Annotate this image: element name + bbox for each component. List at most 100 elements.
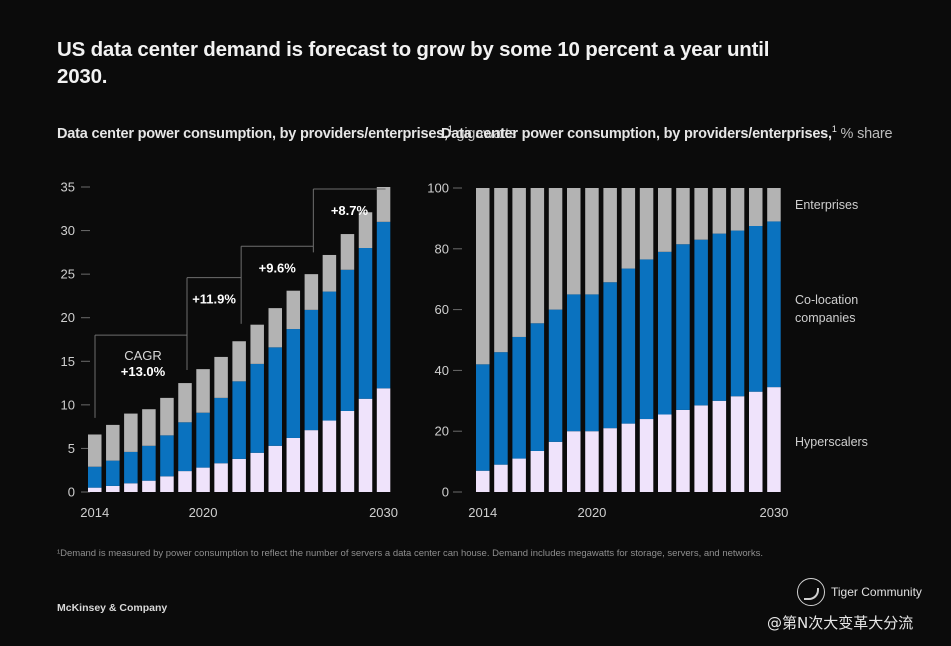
bar-segment-hyperscalers [639,419,654,492]
bar-segment-enterprises [268,308,282,348]
bar-segment-colocation [232,381,246,459]
y-tick-label: 25 [61,267,75,282]
bar-segment-enterprises [548,188,563,310]
legend-label-colocation: companies [795,311,855,325]
bar-segment-hyperscalers [767,387,781,492]
cagr-value: +13.0% [121,364,166,379]
bar-segment-colocation [603,282,617,429]
bar-segment-colocation [214,397,228,464]
bar-segment-enterprises [340,234,355,270]
bar-segment-hyperscalers [530,450,545,492]
bar-segment-enterprises [749,188,763,226]
x-tick-label: 2030 [759,505,788,520]
bar-segment-colocation [250,363,264,453]
y-tick-label: 5 [68,441,75,456]
bar-segment-enterprises [603,188,617,283]
bar-segment-hyperscalers [694,405,708,492]
bar-segment-hyperscalers [160,476,174,492]
y-tick-label: 20 [61,310,75,325]
bar-segment-enterprises [196,369,210,413]
bar-segment-enterprises [639,188,654,260]
bar-segment-hyperscalers [304,430,319,492]
bar-segment-enterprises [585,188,599,295]
bar-segment-hyperscalers [494,464,508,492]
bar-segment-colocation [621,268,636,424]
tiger-logo-icon [797,578,825,606]
bar-segment-colocation [530,323,545,451]
bar-segment-colocation [639,259,654,420]
y-tick-label: 15 [61,354,75,369]
bar-segment-enterprises [712,188,727,234]
x-tick-label: 2020 [577,505,606,520]
bar-segment-enterprises [567,188,581,295]
bar-segment-hyperscalers [658,414,672,492]
y-tick-label: 80 [435,241,449,256]
bar-segment-hyperscalers [512,458,526,492]
bar-segment-enterprises [730,188,745,231]
bar-segment-hyperscalers [232,458,246,492]
bar-segment-enterprises [376,187,391,222]
bar-segment-hyperscalers [88,487,102,492]
bar-segment-enterprises [694,188,708,240]
bar-segment-hyperscalers [603,428,617,492]
right-chart-share: 0 20 40 60 80 100 2014 2020 2030 Enterprises Co-lo… [427,181,868,521]
x-tick-label: 2014 [80,505,109,520]
cagr-label: CAGR [124,348,162,363]
y-tick-label: 40 [435,363,449,378]
bar-segment-colocation [749,226,763,392]
bar-segment-enterprises [304,274,319,310]
bar-segment-enterprises [676,188,690,245]
x-tick-label: 2020 [189,505,218,520]
bar-segment-hyperscalers [476,470,490,492]
bar-segment-enterprises [160,397,174,436]
legend-label-enterprises: Enterprises [795,198,858,212]
bar-segment-enterprises [494,188,508,353]
y-tick-label: 10 [61,397,75,412]
bar-segment-colocation [376,221,391,389]
bar-segment-colocation [676,244,690,410]
bar-segment-hyperscalers [268,445,282,492]
bar-segment-hyperscalers [621,423,636,492]
cagr-value: +11.9% [192,292,236,307]
left-chart-unit: gigawatts [456,125,517,142]
y-tick-label: 30 [61,223,75,238]
bar-segment-colocation [730,230,745,397]
bar-segment-hyperscalers [376,388,391,492]
bar-segment-enterprises [178,383,192,423]
bar-segment-hyperscalers [106,485,120,492]
cagr-value: +9.6% [259,260,297,275]
bar-segment-colocation [124,451,138,484]
bar-segment-hyperscalers [749,391,763,492]
bar-segment-hyperscalers [178,471,192,492]
watermark: Tiger Community [797,577,922,607]
left-chart-title-main: Data center power consumption, by provid… [57,125,448,142]
brand-logo-text: McKinsey & Company [57,602,168,614]
bar-segment-hyperscalers [250,452,264,492]
bar-segment-colocation [658,251,672,415]
bar-segment-colocation [160,435,174,477]
bar-segment-hyperscalers [322,420,337,492]
bar-segment-enterprises [214,356,228,398]
bar-segment-colocation [567,294,581,432]
bar-segment-colocation [548,309,563,442]
bar-segment-colocation [585,294,599,432]
bar-segment-hyperscalers [567,431,581,492]
legend-label-colocation: Co-location [795,293,858,307]
bar-segment-colocation [694,239,708,406]
footnote-marker: 1 [447,124,453,134]
bar-segment-enterprises [476,188,490,365]
bar-segment-colocation [340,269,355,411]
y-tick-label: 100 [427,181,449,196]
bar-segment-colocation [494,352,508,465]
left-chart-gigawatts: 0 5 10 15 20 25 30 35 2014 2020 2030 CAGR+13.0% +11.… [61,180,398,521]
bar-segment-enterprises [621,188,636,269]
bar-segment-enterprises [124,413,138,452]
bar-segment-hyperscalers [585,431,599,492]
footnote-marker: 1 [831,124,837,134]
bar-segment-colocation [322,291,337,421]
bar-segment-hyperscalers [124,483,138,492]
bar-segment-enterprises [530,188,545,324]
bar-segment-enterprises [106,424,120,461]
bar-segment-enterprises [512,188,526,337]
